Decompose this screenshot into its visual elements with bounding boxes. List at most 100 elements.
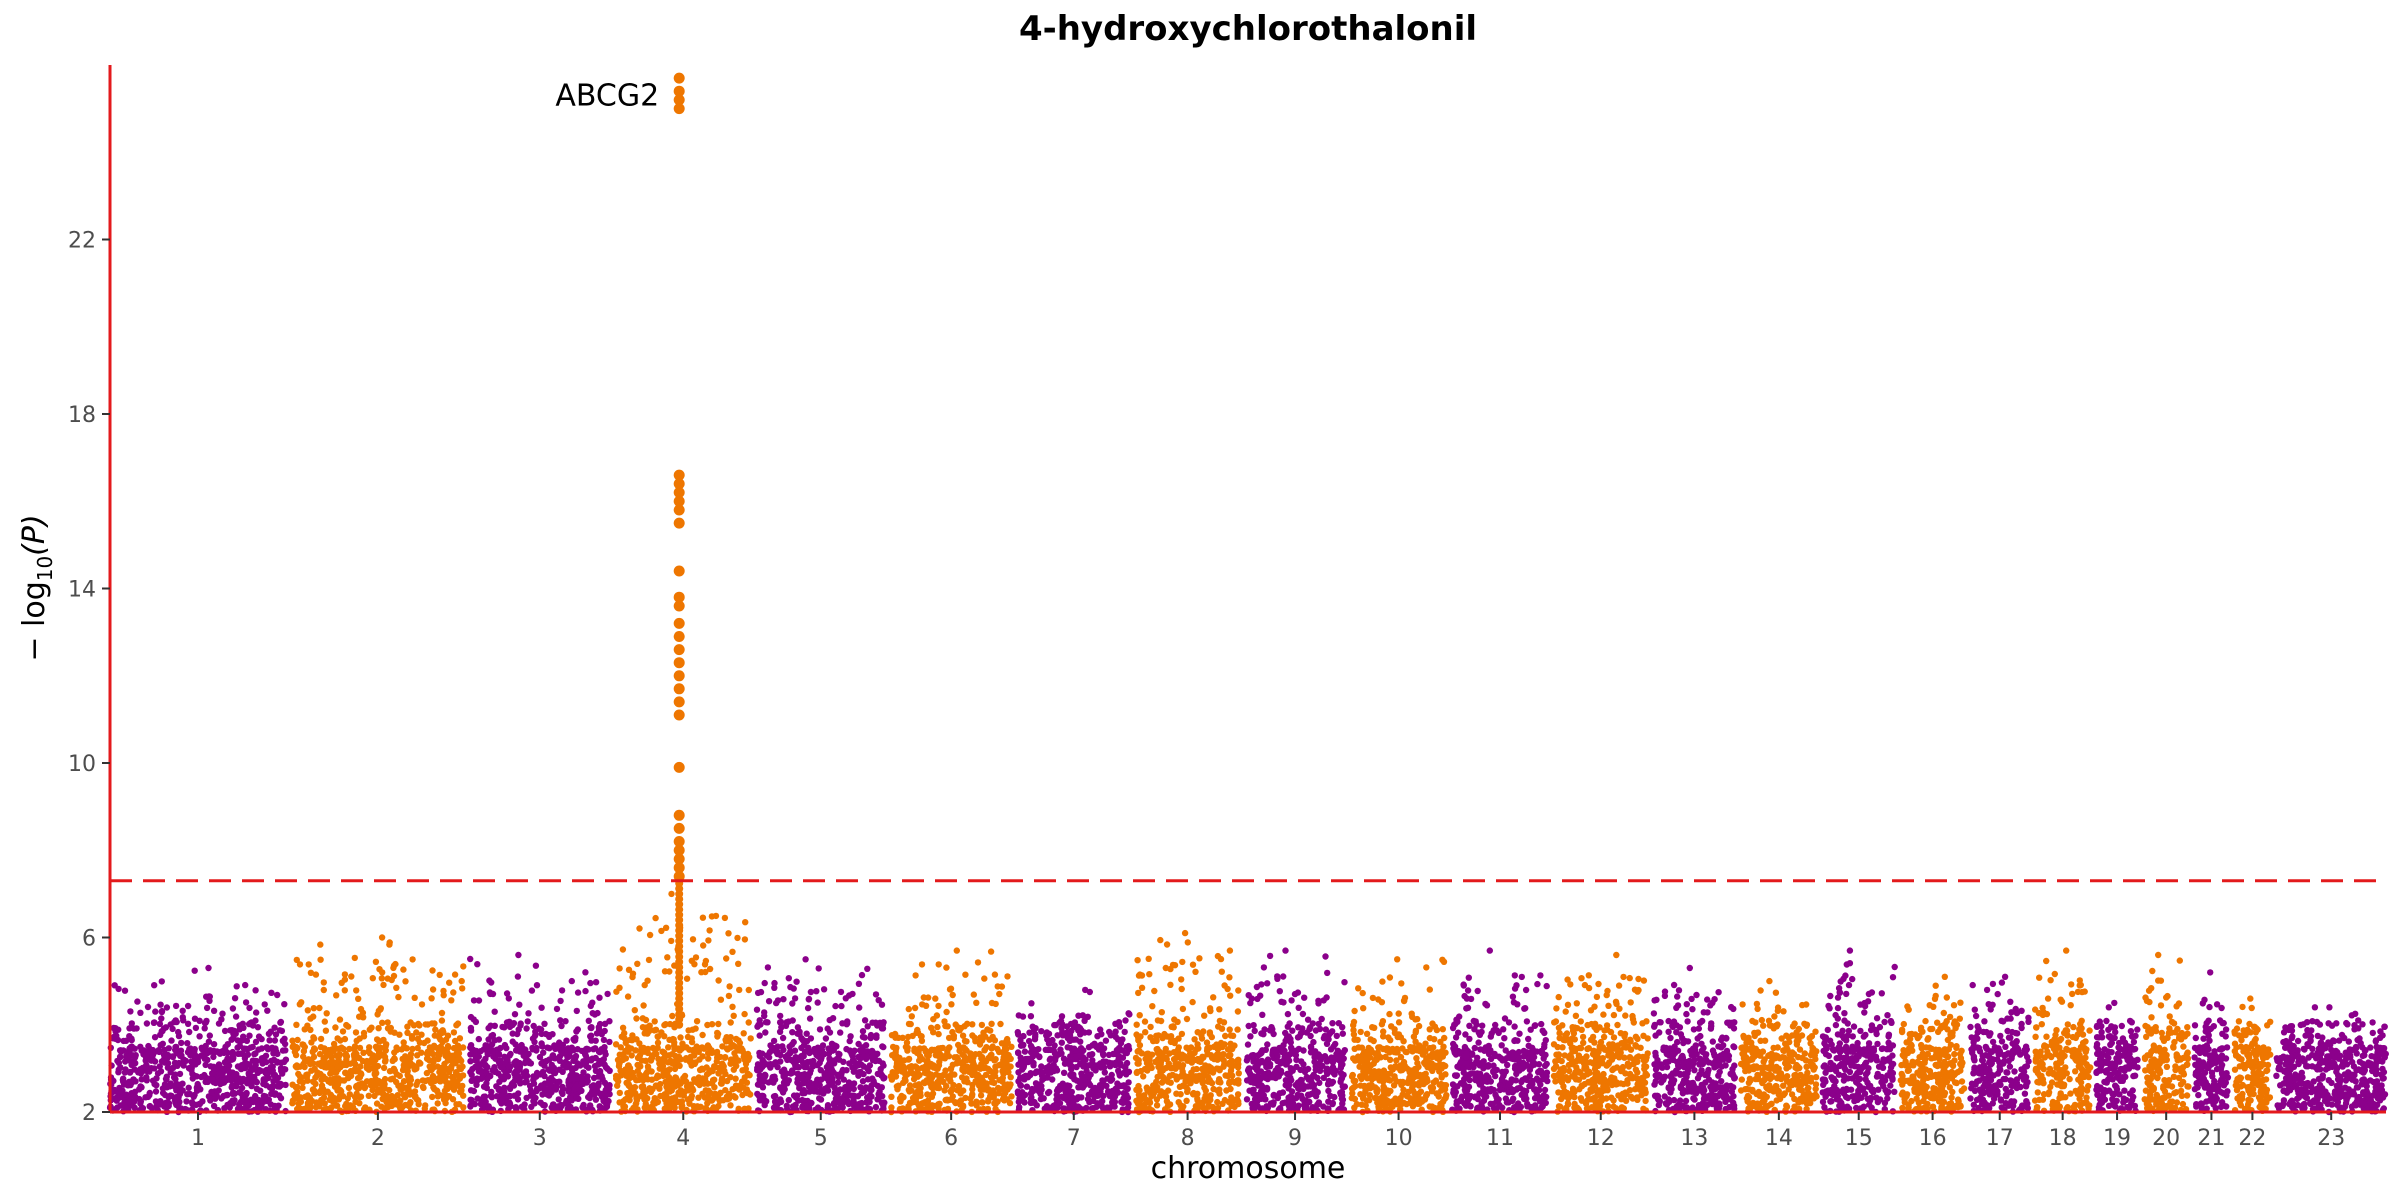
snp-point xyxy=(818,1076,825,1083)
snp-point xyxy=(1251,1027,1258,1035)
snp-point xyxy=(1045,1088,1053,1096)
snp-point xyxy=(789,1029,796,1036)
snp-point xyxy=(301,1058,309,1065)
snp-point xyxy=(157,1068,165,1075)
snp-point xyxy=(1188,1069,1195,1077)
snp-point xyxy=(1337,1078,1344,1086)
snp-point xyxy=(1133,1021,1140,1028)
snp-point xyxy=(741,936,749,943)
snp-point xyxy=(137,1009,144,1016)
snp-point xyxy=(320,1073,327,1080)
snp-point xyxy=(1056,1099,1064,1107)
snp-point xyxy=(341,971,349,978)
snp-point xyxy=(1226,947,1234,954)
snp-point xyxy=(131,1054,139,1061)
snp-point xyxy=(622,1066,629,1073)
snp-point xyxy=(818,1054,825,1061)
snp-point xyxy=(1204,1073,1212,1081)
snp-point xyxy=(586,1094,593,1102)
snp-point xyxy=(756,1032,763,1039)
snp-point xyxy=(1187,1044,1195,1051)
snp-point xyxy=(227,1076,235,1084)
snp-point xyxy=(491,1008,498,1015)
snp-point xyxy=(369,975,376,982)
snp-point xyxy=(1050,1047,1058,1054)
snp-point xyxy=(468,1096,475,1104)
snp-point xyxy=(1067,1053,1074,1060)
snp-point xyxy=(1007,1074,1014,1081)
snp-point xyxy=(820,986,828,993)
snp-point xyxy=(400,1039,407,1046)
snp-point xyxy=(702,957,710,965)
snp-point xyxy=(165,1102,172,1110)
snp-point xyxy=(824,1025,831,1032)
snp-point xyxy=(774,1048,781,1056)
snp-point xyxy=(701,1080,708,1087)
snp-point xyxy=(803,1030,810,1037)
snp-point xyxy=(511,1011,519,1018)
snp-point xyxy=(196,1033,203,1040)
snp-point xyxy=(764,964,772,971)
snp-point xyxy=(328,1104,335,1111)
snp-point xyxy=(727,1019,734,1026)
snp-point xyxy=(677,1056,684,1063)
snp-point xyxy=(742,919,749,926)
snp-point xyxy=(1234,1008,1242,1015)
snp-point xyxy=(627,1087,635,1095)
snp-point xyxy=(563,1037,570,1044)
snp-point xyxy=(1029,1023,1036,1030)
snp-point xyxy=(317,941,324,948)
snp-point xyxy=(864,1023,871,1030)
snp-point xyxy=(1102,1037,1110,1044)
snp-point xyxy=(1031,1036,1039,1043)
snp-point xyxy=(646,931,654,939)
snp-point xyxy=(921,1079,928,1086)
snp-point xyxy=(429,1075,436,1082)
snp-point xyxy=(924,1052,931,1059)
snp-point xyxy=(541,1020,548,1027)
snp-point xyxy=(1296,1033,1303,1040)
snp-point xyxy=(859,1028,867,1035)
snp-point xyxy=(1121,1064,1129,1071)
snp-point xyxy=(666,1036,673,1044)
snp-point xyxy=(1092,1067,1099,1074)
snp-point xyxy=(450,1029,458,1036)
snp-point xyxy=(156,1101,163,1108)
snp-point xyxy=(177,1052,184,1060)
snp-point xyxy=(281,1040,289,1048)
snp-point xyxy=(270,1049,277,1057)
snp-point xyxy=(276,1027,284,1034)
snp-point xyxy=(408,1033,416,1040)
snp-point xyxy=(222,1043,229,1051)
snp-point xyxy=(807,1048,814,1056)
snp-point xyxy=(992,1000,999,1008)
snp-point xyxy=(294,1088,301,1096)
snp-point xyxy=(1157,936,1164,944)
snp-point xyxy=(345,1084,353,1092)
snp-point xyxy=(191,967,198,974)
snp-point xyxy=(1145,955,1152,962)
snp-point xyxy=(186,1028,193,1036)
snp-point xyxy=(658,927,665,935)
snp-point xyxy=(727,1060,734,1067)
snp-point xyxy=(1288,997,1295,1004)
snp-point xyxy=(913,1049,921,1057)
snp-point xyxy=(394,1092,401,1099)
snp-point xyxy=(756,1081,763,1088)
snp-point xyxy=(1108,1071,1115,1079)
snp-point xyxy=(384,1019,391,1026)
snp-point xyxy=(450,1086,458,1093)
snp-point xyxy=(789,1103,797,1110)
snp-point xyxy=(138,1084,145,1091)
snp-point xyxy=(482,1055,489,1063)
snp-point xyxy=(240,1033,247,1040)
snp-point xyxy=(501,1041,509,1049)
snp-point xyxy=(909,1070,917,1077)
snp-point xyxy=(729,948,736,955)
snp-point xyxy=(232,1013,240,1020)
snp-point xyxy=(823,1075,830,1082)
snp-point xyxy=(888,1093,895,1101)
snp-point xyxy=(721,914,729,922)
snp-point xyxy=(868,1047,876,1055)
snp-point xyxy=(824,1083,831,1091)
